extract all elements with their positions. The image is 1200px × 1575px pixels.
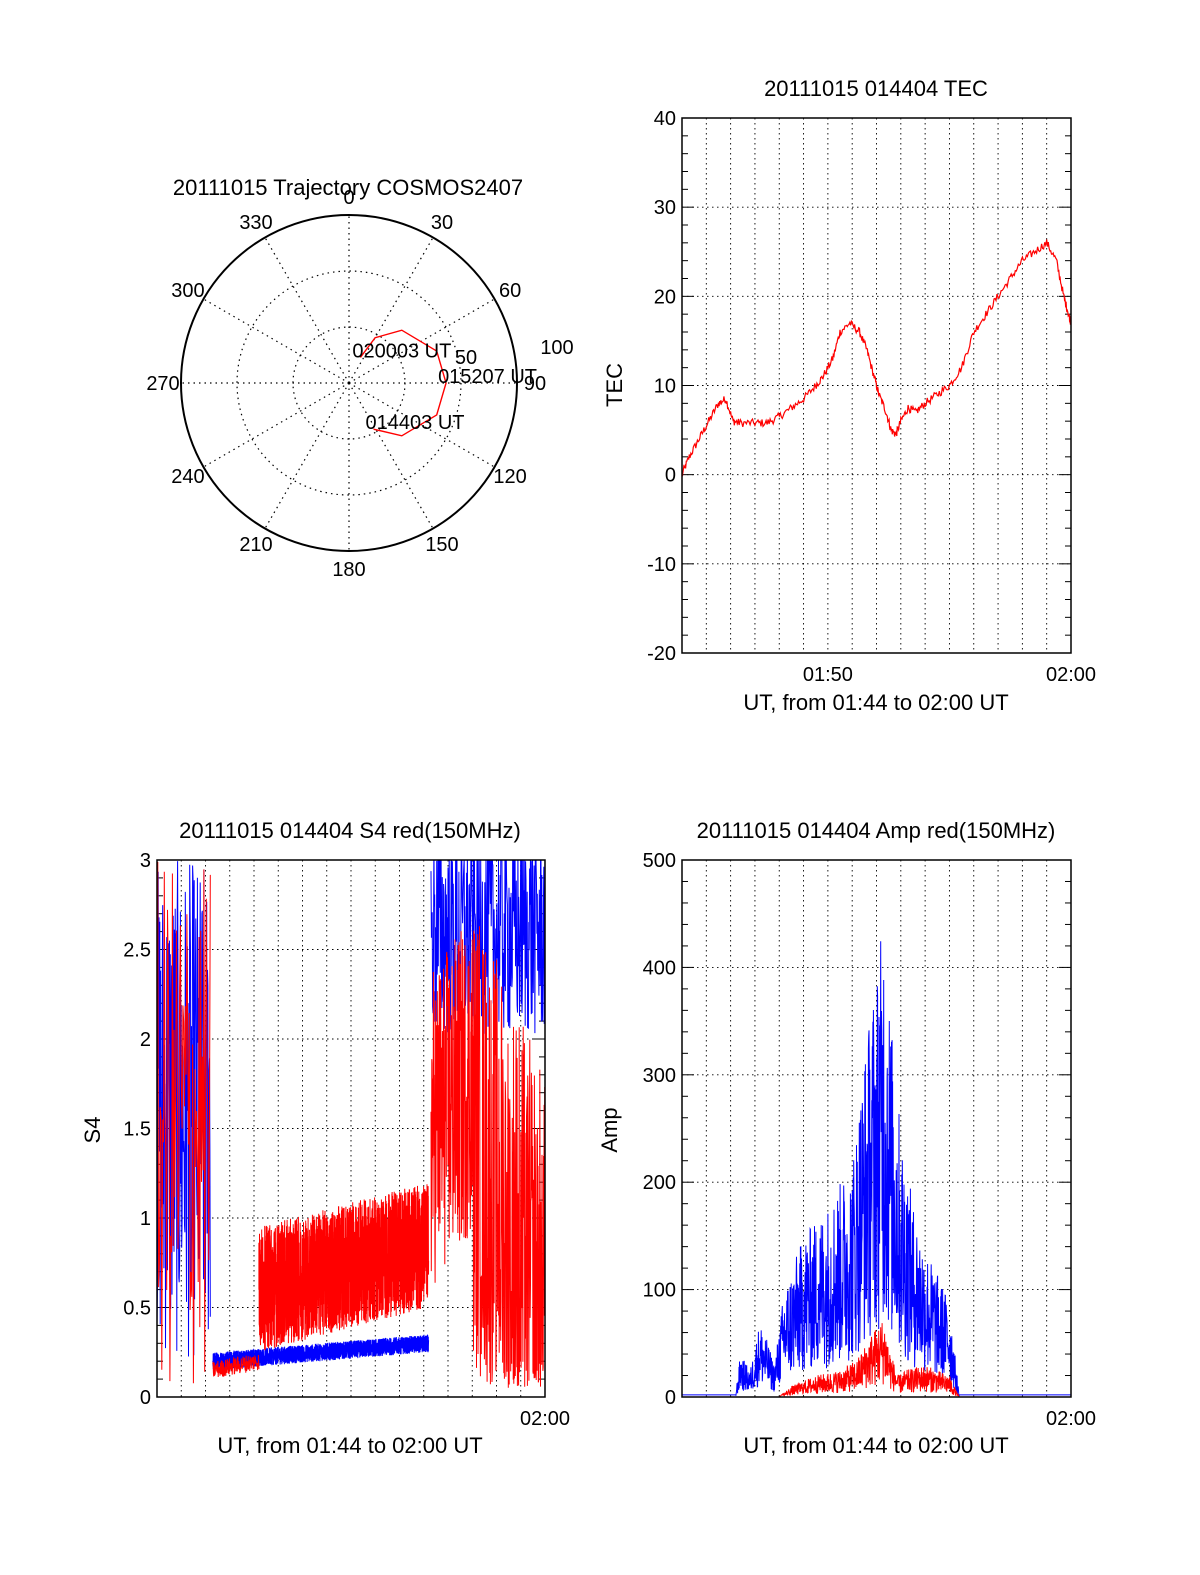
s4-chart: 20111015 014404 S4 red(150MHz) UT, from … [80,818,570,1458]
polar-angle-label: 0 [343,187,354,209]
y-tick-label: 0.5 [123,1298,151,1320]
trajectory-line [359,329,447,437]
trajectory-time-label: 020003 UT [352,340,451,362]
polar-angle-label: 240 [171,466,204,488]
y-tick-label: 2 [140,1029,151,1051]
polar-spoke [348,237,434,384]
plot-frame [156,859,546,1398]
polar-spoke [203,298,350,384]
s4-series-layer [157,860,545,1388]
amp-title: 20111015 014404 Amp red(150MHz) [697,818,1056,843]
tec-line [681,239,1072,477]
y-tick-label: 200 [643,1172,676,1194]
plot-frame [681,859,1072,1398]
y-tick-label: 100 [643,1280,676,1302]
polar-elevation-label: 50 [455,347,477,369]
polar-angle-label: 90 [524,373,546,395]
y-tick-label: 10 [654,376,676,398]
tec-title: 20111015 014404 TEC [764,76,988,101]
polar-spoke [348,298,495,384]
tec-chart: 20111015 014404 TEC UT, from 01:44 to 02… [602,76,1096,715]
polar-spoke [264,237,350,384]
trajectory-time-label: 014403 UT [366,412,465,434]
amp-xlabel: UT, from 01:44 to 02:00 UT [743,1433,1008,1458]
y-tick-label: 1 [140,1208,151,1230]
s4-title: 20111015 014404 S4 red(150MHz) [179,818,521,843]
y-tick-label: 2.5 [123,940,151,962]
polar-angle-label: 30 [431,212,453,234]
tec-ylabel: TEC [602,363,627,407]
x-tick-label: 02:00 [1046,1408,1096,1430]
s4-ylabel: S4 [80,1117,105,1144]
x-tick-label: 01:50 [803,664,853,686]
trajectory-time-label: 015207 UT [438,366,537,388]
y-tick-label: 500 [643,850,676,872]
plot-frame [681,117,1072,654]
polar-angle-label: 270 [146,373,179,395]
y-tick-label: -10 [647,554,676,576]
y-tick-label: 0 [665,1387,676,1409]
polar-spoke [264,382,350,529]
trajectory-title: 20111015 Trajectory COSMOS2407 [173,175,523,200]
polar-elevation-ring [236,270,462,496]
polar-angle-label: 150 [425,534,458,556]
polar-outer-ring [180,214,518,552]
s4-xlabel: UT, from 01:44 to 02:00 UT [217,1433,482,1458]
amp-line-blue [682,941,1071,1397]
polar-elevation-label: 100 [540,337,573,359]
y-tick-label: 1.5 [123,1119,151,1141]
y-tick-label: 20 [654,286,676,308]
polar-angle-label: 330 [239,212,272,234]
polar-angle-label: 120 [493,466,526,488]
y-tick-label: 3 [140,850,151,872]
y-tick-label: 0 [140,1387,151,1409]
x-tick-label: 02:00 [1046,664,1096,686]
amp-chart: 20111015 014404 Amp red(150MHz) UT, from… [597,818,1096,1458]
y-tick-label: 40 [654,108,676,130]
tec-xlabel: UT, from 01:44 to 02:00 UT [743,690,1008,715]
polar-angle-label: 180 [332,559,365,581]
polar-angle-label: 210 [239,534,272,556]
polar-spoke [348,382,434,529]
polar-spoke [203,382,350,468]
y-tick-label: 300 [643,1065,676,1087]
y-tick-label: 400 [643,957,676,979]
y-tick-label: -20 [647,643,676,665]
polar-angle-label: 300 [171,280,204,302]
y-tick-label: 30 [654,197,676,219]
polar-angle-label: 60 [499,280,521,302]
amp-ylabel: Amp [597,1107,622,1152]
polar-spoke [348,382,495,468]
trajectory-chart: 20111015 Trajectory COSMOS2407 0 30 60 90 12… [146,175,573,581]
s4-line-red [157,861,545,1388]
y-tick-label: 0 [665,465,676,487]
x-tick-label: 02:00 [520,1408,570,1430]
